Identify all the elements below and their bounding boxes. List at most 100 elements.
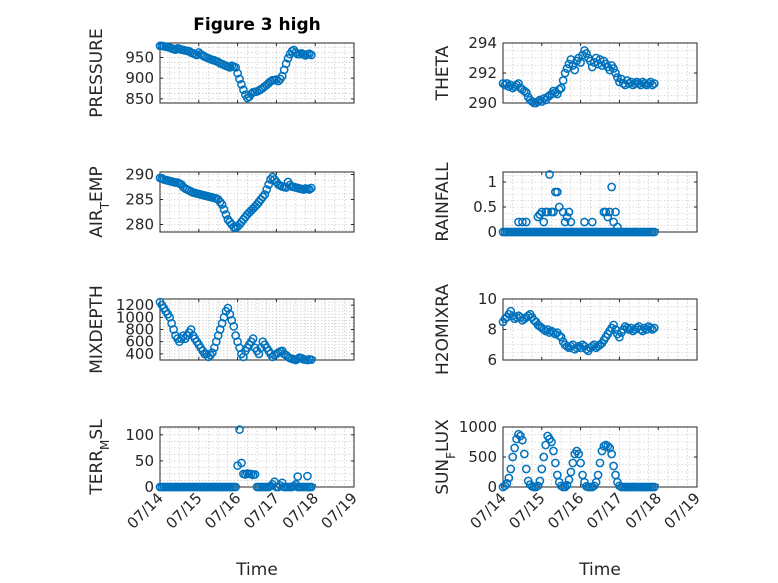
data-point: [570, 65, 580, 75]
data-point: [636, 325, 646, 334]
data-point: [564, 207, 574, 217]
y-tick-label: 0: [144, 478, 154, 496]
data-point: [306, 482, 316, 492]
data-point: [562, 341, 572, 351]
data-point: [648, 80, 657, 90]
data-point: [521, 88, 531, 97]
data-point: [235, 74, 244, 84]
data-point: [564, 59, 574, 69]
data-point: [506, 464, 516, 474]
data-point: [576, 458, 585, 468]
data-point: [504, 473, 514, 483]
data-point: [582, 49, 591, 58]
y-axis-label: AIRTEMP: [87, 166, 112, 237]
y-tick-label: 292: [468, 64, 497, 82]
data-point: [649, 482, 659, 492]
data-point: [305, 185, 314, 194]
y-tick-label: 100: [125, 426, 154, 444]
x-tick-label: 07/15: [162, 489, 205, 532]
data-point: [500, 481, 510, 491]
y-tick-label: 285: [125, 191, 154, 209]
data-point: [208, 348, 217, 358]
data-point: [552, 187, 562, 197]
x-tick-label: 07/16: [201, 489, 244, 532]
y-tick-label: 0.5: [473, 198, 497, 216]
data-point: [535, 95, 545, 105]
data-point: [306, 183, 316, 193]
data-point: [564, 475, 574, 485]
data-point: [648, 325, 657, 334]
data-point: [516, 431, 525, 441]
data-point: [613, 222, 622, 232]
data-point: [609, 64, 618, 73]
data-point: [597, 61, 607, 70]
y-tick-label: 800: [125, 321, 154, 339]
data-point: [235, 425, 244, 434]
data-point: [560, 482, 570, 492]
data-point: [611, 68, 620, 78]
data-point: [545, 170, 554, 179]
y-tick-label: 10: [478, 290, 497, 308]
data-point: [609, 461, 618, 471]
y-tick-label: 0: [487, 223, 497, 241]
data-point: [634, 79, 644, 88]
data-point: [649, 79, 659, 88]
y-tick-label: 6: [487, 351, 497, 369]
subplot-h2omixra: 6 8 10 H2OMIXRA: [433, 284, 698, 375]
data-point: [239, 85, 248, 95]
data-point: [543, 207, 552, 217]
y-axis-label: RAINFALL: [433, 162, 453, 242]
data-point: [646, 323, 655, 333]
data-point: [587, 341, 597, 351]
subplot-rainfall: 0 0.5 1 RAINFALL: [433, 162, 698, 242]
data-point: [574, 449, 584, 459]
data-point: [283, 53, 293, 63]
data-point: [264, 180, 273, 189]
plot-area: [503, 172, 697, 232]
subplot-theta: 290 292 294 THETA: [433, 34, 698, 112]
y-tick-label: 500: [468, 448, 497, 466]
y-tick-label: 1000: [459, 418, 497, 436]
data-point: [649, 323, 659, 333]
y-tick-label: 290: [125, 166, 154, 184]
y-tick-label: 1: [487, 173, 497, 191]
data-point: [593, 470, 603, 480]
data-point: [566, 217, 576, 227]
data-point: [624, 79, 634, 88]
data-point: [250, 470, 260, 479]
y-tick-label: 0: [487, 478, 497, 496]
data-point: [237, 458, 246, 468]
data-point: [206, 350, 215, 360]
subplot-air-temp: 280 285 290 AIRTEMP: [87, 166, 355, 238]
data-point: [556, 83, 566, 93]
data-point: [607, 182, 616, 192]
x-axis-label: Time: [235, 560, 278, 580]
data-point: [597, 446, 607, 456]
y-tick-label: 900: [125, 69, 154, 87]
data-point: [595, 458, 605, 468]
y-tick-label: 294: [468, 34, 497, 52]
data-point: [306, 355, 316, 365]
data-point: [552, 89, 562, 99]
data-point: [644, 79, 653, 88]
data-point: [248, 334, 258, 343]
data-point: [535, 476, 545, 486]
data-point: [192, 50, 202, 60]
x-tick-label: 07/19: [661, 489, 704, 532]
data-point: [539, 217, 549, 227]
data-point: [566, 467, 576, 477]
data-point: [504, 82, 514, 91]
subplot-terr-msl: 07/1407/1507/1607/1707/1807/19050100TERR…: [87, 419, 361, 580]
x-tick-label: 07/17: [583, 489, 626, 532]
data-point: [217, 200, 227, 209]
y-tick-label: 600: [125, 333, 154, 351]
data-point: [229, 322, 239, 331]
data-point: [233, 68, 242, 78]
data-point: [613, 73, 622, 82]
data-point: [609, 320, 618, 330]
x-tick-label: 07/15: [505, 489, 548, 532]
data-point: [514, 429, 523, 439]
data-point: [219, 205, 229, 214]
